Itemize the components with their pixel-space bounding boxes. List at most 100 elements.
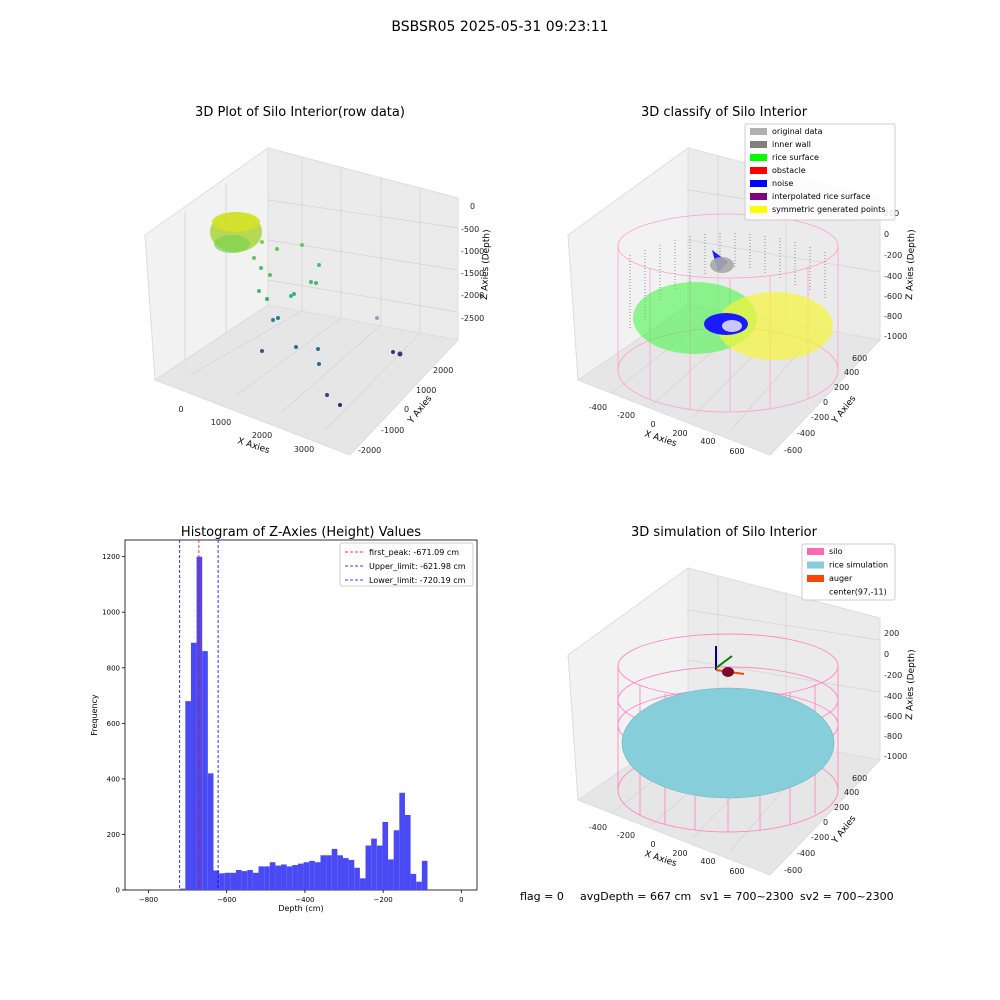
histogram-bar bbox=[421, 860, 428, 890]
histogram-bar bbox=[224, 872, 231, 890]
classify-original-data bbox=[710, 257, 734, 273]
raw-x-tick: 3000 bbox=[294, 445, 314, 454]
simulation-x-tick: 600 bbox=[729, 867, 744, 876]
histogram-bar bbox=[309, 860, 315, 890]
raw-point bbox=[252, 256, 256, 260]
histogram-y-tick: 1200 bbox=[102, 553, 120, 561]
raw-point bbox=[265, 297, 269, 301]
classify-legend-swatch bbox=[750, 141, 767, 148]
histogram-x-tick: −400 bbox=[295, 896, 314, 904]
simulation-x-tick: 0 bbox=[650, 840, 655, 849]
histogram-bar bbox=[247, 870, 253, 890]
panel-simulation-3d: 3D simulation of Silo Interior bbox=[567, 525, 917, 876]
simulation-x-tick: 400 bbox=[700, 857, 715, 866]
classify-3d-title: 3D classify of Silo Interior bbox=[641, 105, 808, 120]
histogram-bar bbox=[371, 838, 377, 890]
classify-y-tick: 400 bbox=[844, 368, 859, 377]
raw-point bbox=[259, 266, 263, 270]
histogram-x-label: Depth (cm) bbox=[278, 904, 323, 913]
histogram-x-tick: −800 bbox=[139, 896, 158, 904]
footer-avg-depth: avgDepth = 667 cm bbox=[580, 890, 691, 903]
raw-point-cluster bbox=[212, 212, 260, 232]
simulation-legend-label: auger bbox=[829, 574, 853, 583]
classify-legend-label: inner wall bbox=[772, 140, 811, 149]
classify-z-tick: -400 bbox=[884, 272, 902, 281]
auger-axis-y bbox=[715, 655, 733, 669]
histogram-bar bbox=[388, 859, 394, 890]
raw-y-tick: 0 bbox=[404, 405, 409, 414]
histogram-bar bbox=[410, 873, 417, 890]
panel-classify-3d: 3D classify of Silo Interior bbox=[567, 105, 917, 456]
simulation-y-tick: -600 bbox=[784, 866, 802, 875]
histogram-y-label: Frequency bbox=[90, 694, 99, 736]
simulation-legend-swatch bbox=[807, 588, 824, 596]
simulation-z-tick: 200 bbox=[884, 629, 899, 638]
histogram-bar bbox=[275, 865, 282, 890]
classify-x-tick: 400 bbox=[700, 437, 715, 446]
histogram-bar bbox=[207, 773, 214, 890]
simulation-z-tick: -400 bbox=[884, 692, 902, 701]
histogram-bar bbox=[213, 870, 220, 890]
raw-y-tick: -2000 bbox=[358, 446, 381, 455]
histogram-bar bbox=[252, 872, 259, 890]
raw-point bbox=[276, 316, 280, 320]
raw-point bbox=[325, 393, 329, 397]
raw-3d-ticks: 0 1000 2000 3000 -2000 -1000 0 1000 2000… bbox=[178, 202, 484, 455]
histogram-bar bbox=[382, 821, 389, 890]
raw-point bbox=[316, 347, 320, 351]
raw-point bbox=[257, 289, 261, 293]
footer-flag: flag = 0 bbox=[520, 890, 564, 903]
histogram-bar bbox=[337, 855, 344, 890]
raw-x-tick: 1000 bbox=[211, 418, 231, 427]
histogram-y-tick: 800 bbox=[107, 664, 120, 672]
classify-y-tick: -600 bbox=[784, 446, 802, 455]
histogram-bar bbox=[202, 651, 208, 890]
raw-3d-title: 3D Plot of Silo Interior(row data) bbox=[195, 105, 405, 120]
histogram-bar bbox=[297, 863, 304, 890]
histogram-bar bbox=[185, 701, 191, 890]
raw-point-cluster bbox=[214, 235, 250, 253]
classify-points bbox=[633, 250, 833, 360]
histogram-bar bbox=[393, 830, 400, 890]
histogram-legend-label: first_peak: -671.09 cm bbox=[369, 548, 459, 557]
histogram-vlines bbox=[179, 540, 219, 890]
raw-y-tick: 2000 bbox=[433, 366, 453, 375]
classify-y-tick: 200 bbox=[834, 383, 849, 392]
classify-y-tick: 600 bbox=[852, 354, 867, 363]
histogram-bar bbox=[303, 862, 310, 890]
raw-z-tick: -1000 bbox=[461, 247, 484, 256]
raw-point bbox=[260, 349, 264, 353]
histogram-title: Histogram of Z-Axies (Height) Values bbox=[181, 525, 421, 540]
simulation-y-tick: 600 bbox=[852, 774, 867, 783]
classify-y-tick: -200 bbox=[811, 413, 829, 422]
histogram-bar bbox=[416, 881, 422, 890]
classify-legend-swatch bbox=[750, 167, 767, 174]
raw-z-tick: -2000 bbox=[461, 291, 484, 300]
simulation-z-tick: -200 bbox=[884, 671, 902, 680]
histogram-x-ticks: −800 −600 −400 −200 0 bbox=[139, 890, 464, 904]
simulation-y-tick: 0 bbox=[823, 818, 828, 827]
raw-y-tick: 1000 bbox=[416, 386, 436, 395]
simulation-legend-label: silo bbox=[829, 547, 843, 556]
histogram-bar bbox=[314, 862, 321, 890]
raw-point bbox=[317, 362, 321, 366]
classify-z-label: Z Axies (Depth) bbox=[905, 229, 917, 300]
classify-legend-label: interpolated rice surface bbox=[772, 192, 870, 201]
histogram-bar bbox=[190, 642, 197, 890]
simulation-x-tick: -200 bbox=[617, 831, 635, 840]
classify-z-tick: -200 bbox=[884, 251, 902, 260]
raw-x-tick: 2000 bbox=[252, 431, 272, 440]
raw-point bbox=[271, 318, 275, 322]
raw-3d-pane-floor bbox=[153, 304, 459, 456]
classify-legend-label: symmetric generated points bbox=[772, 205, 885, 214]
raw-point bbox=[268, 273, 272, 277]
simulation-legend-swatch bbox=[807, 575, 824, 582]
histogram-legend-label: Lower_limit: -720.19 cm bbox=[369, 576, 466, 585]
histogram-x-tick: 0 bbox=[459, 896, 463, 904]
classify-legend-box bbox=[744, 123, 896, 221]
raw-z-label: Z Axies (Depth) bbox=[480, 229, 492, 300]
histogram-bar bbox=[230, 872, 236, 890]
histogram-bar bbox=[264, 866, 270, 890]
classify-legend-swatch bbox=[750, 154, 767, 161]
